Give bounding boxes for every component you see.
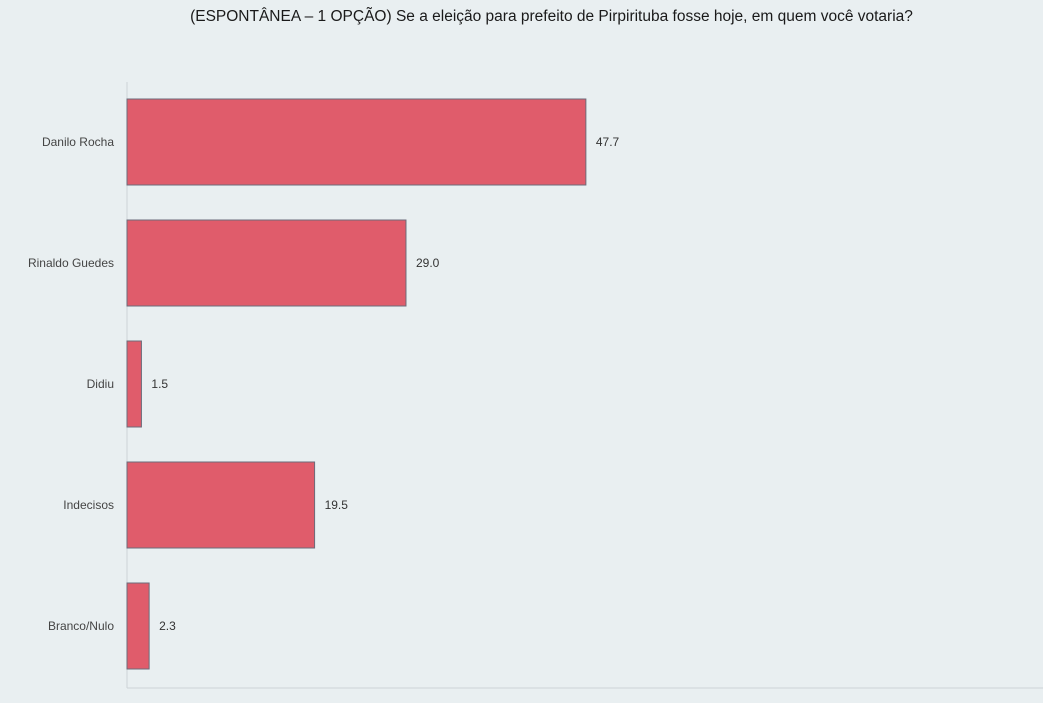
value-label-branco-nulo: 2.3: [159, 619, 176, 633]
category-label-branco-nulo: Branco/Nulo: [48, 619, 114, 633]
bar-rinaldo-guedes: [126, 219, 407, 307]
category-label-indecisos: Indecisos: [63, 498, 114, 512]
category-label-danilo-rocha: Danilo Rocha: [42, 135, 114, 149]
bars-group: Danilo Rocha 47.7 Rinaldo Guedes 29.0 Didiu 1…: [28, 98, 620, 670]
category-label-didiu: Didiu: [87, 377, 114, 391]
value-label-didiu: 1.5: [151, 377, 168, 391]
value-label-indecisos: 19.5: [325, 498, 349, 512]
bar-didiu: [126, 340, 142, 428]
value-label-rinaldo-guedes: 29.0: [416, 256, 440, 270]
chart-title: (ESPONTÂNEA – 1 OPÇÃO) Se a eleição para…: [190, 8, 913, 25]
category-label-rinaldo-guedes: Rinaldo Guedes: [28, 256, 114, 270]
bar-branco-nulo: [126, 582, 150, 670]
bar-danilo-rocha: [126, 98, 587, 186]
value-label-danilo-rocha: 47.7: [596, 135, 620, 149]
bar-indecisos: [126, 461, 316, 549]
